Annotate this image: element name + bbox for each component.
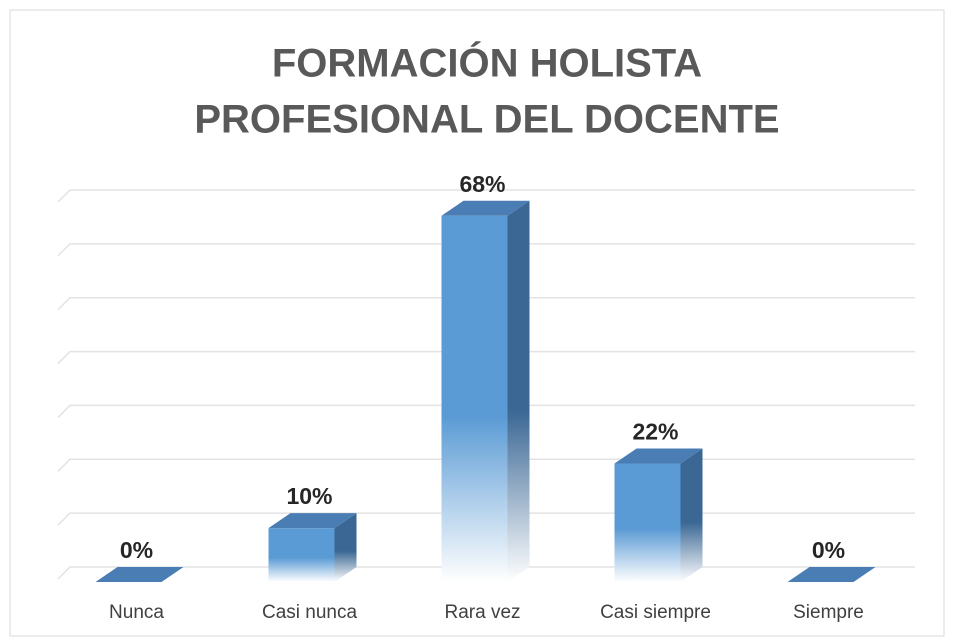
value-label: 68% — [459, 171, 505, 197]
bar — [95, 567, 184, 582]
value-label: 0% — [120, 537, 153, 563]
x-tick-label: Siempre — [793, 602, 864, 623]
bar-top — [614, 448, 703, 464]
bar-top — [787, 567, 876, 582]
value-label: 22% — [632, 419, 678, 445]
x-tick-label: Casi siempre — [600, 602, 711, 623]
x-tick-label: Rara vez — [444, 602, 520, 623]
grid-line — [57, 350, 915, 365]
bar — [268, 513, 357, 582]
bar — [787, 567, 876, 582]
bar-top — [441, 200, 530, 216]
bar — [614, 448, 703, 582]
value-label: 0% — [812, 537, 845, 563]
grid-line — [57, 189, 915, 203]
bar-side — [334, 513, 357, 582]
bar-side — [507, 200, 530, 582]
x-tick-label: Casi nunca — [262, 602, 357, 623]
value-label: 10% — [286, 483, 332, 509]
bar-top — [268, 513, 357, 529]
bar-front — [268, 528, 335, 582]
bar-top — [95, 567, 184, 582]
chart-title: FORMACIÓN HOLISTA — [272, 40, 702, 86]
bar-front — [614, 463, 681, 582]
grid-line — [57, 243, 915, 257]
grid-line — [57, 404, 915, 418]
bar-side — [680, 448, 703, 582]
bar — [441, 200, 530, 582]
x-tick-label: Nunca — [109, 602, 164, 623]
grid-line — [57, 296, 915, 311]
chart-title: PROFESIONAL DEL DOCENTE — [194, 98, 779, 142]
bar-front — [441, 215, 508, 582]
